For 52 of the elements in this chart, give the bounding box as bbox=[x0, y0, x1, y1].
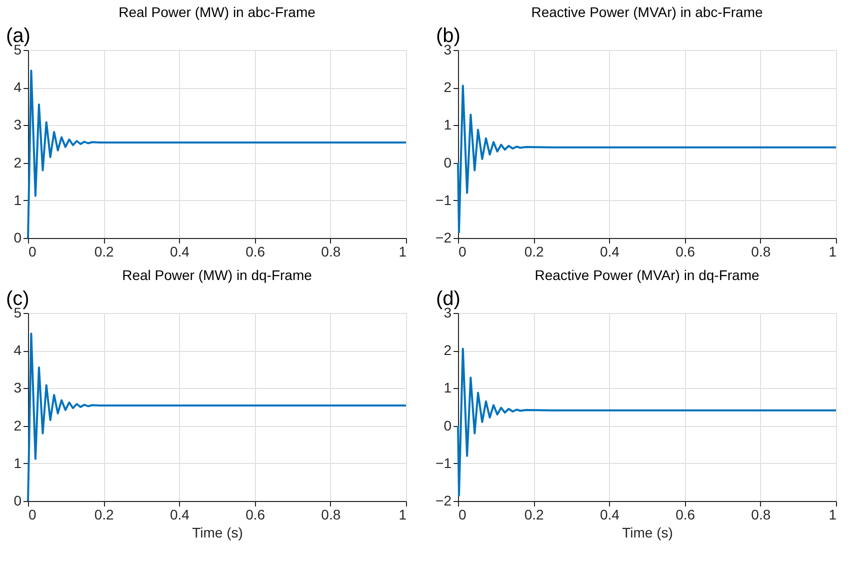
y-tick-label: 1 bbox=[444, 116, 452, 133]
x-tick-label: 1 bbox=[398, 506, 407, 522]
y-tick-label: −2 bbox=[436, 492, 452, 508]
x-tick-label: 0 bbox=[28, 506, 36, 522]
x-tick-label: 0 bbox=[28, 244, 36, 260]
y-tick-label: 2 bbox=[14, 154, 22, 170]
chart-title: Real Power (MW) in abc-Frame bbox=[118, 4, 316, 20]
y-tick-label: −2 bbox=[436, 230, 452, 246]
x-tick-label: 1 bbox=[828, 506, 837, 522]
x-tick-label: 0.6 bbox=[246, 506, 266, 522]
chart-title: Reactive Power (MVAr) in abc-Frame bbox=[531, 4, 763, 20]
y-tick-label: 0 bbox=[14, 230, 22, 246]
y-tick-label: 0 bbox=[444, 154, 452, 170]
y-tick-label: 1 bbox=[14, 454, 22, 471]
x-tick-label: 0.4 bbox=[170, 244, 190, 260]
y-tick-label: 0 bbox=[444, 417, 452, 434]
y-tick-label: 2 bbox=[14, 417, 22, 434]
x-tick-label: 0.4 bbox=[170, 506, 190, 522]
x-tick-label: 0.2 bbox=[94, 506, 114, 522]
x-tick-label: 0.6 bbox=[676, 506, 696, 522]
x-tick-label: 0.8 bbox=[321, 244, 341, 260]
line-series bbox=[457, 84, 837, 234]
y-tick-label: 2 bbox=[444, 79, 452, 96]
x-tick-label: 0.8 bbox=[751, 244, 771, 260]
x-axis-title: Time (s) bbox=[192, 524, 243, 540]
x-tick-label: 0.6 bbox=[676, 244, 696, 260]
x-tick-label: 0.8 bbox=[321, 506, 341, 522]
x-tick-label: 0.6 bbox=[246, 244, 266, 260]
y-tick-label: −1 bbox=[436, 454, 452, 471]
y-tick-label: 4 bbox=[14, 79, 22, 96]
y-tick-label: 3 bbox=[14, 116, 22, 133]
y-tick-label: −1 bbox=[436, 192, 452, 208]
y-tick-label: 1 bbox=[14, 192, 22, 208]
y-tick-label: 2 bbox=[444, 342, 452, 358]
x-axis-title: Time (s) bbox=[622, 524, 673, 540]
x-tick-label: 0.2 bbox=[94, 244, 114, 260]
x-tick-label: 0.4 bbox=[600, 244, 620, 260]
x-tick-label: 0.4 bbox=[600, 506, 620, 522]
chart-title: Reactive Power (MVAr) in dq-Frame bbox=[534, 267, 760, 283]
x-tick-label: 0.2 bbox=[524, 506, 544, 522]
chart-title: Real Power (MW) in dq-Frame bbox=[122, 267, 312, 283]
y-tick-label: 1 bbox=[444, 380, 452, 396]
x-tick-label: 0.8 bbox=[751, 506, 771, 522]
x-tick-label: 0 bbox=[458, 506, 466, 522]
y-tick-label: 4 bbox=[14, 342, 22, 358]
line-series bbox=[457, 348, 837, 496]
y-tick-label: 0 bbox=[14, 492, 22, 508]
y-tick-label: 3 bbox=[14, 380, 22, 396]
x-tick-label: 0 bbox=[458, 244, 466, 260]
x-tick-label: 1 bbox=[398, 244, 407, 260]
x-tick-label: 0.2 bbox=[524, 244, 544, 260]
x-tick-label: 1 bbox=[828, 244, 837, 260]
